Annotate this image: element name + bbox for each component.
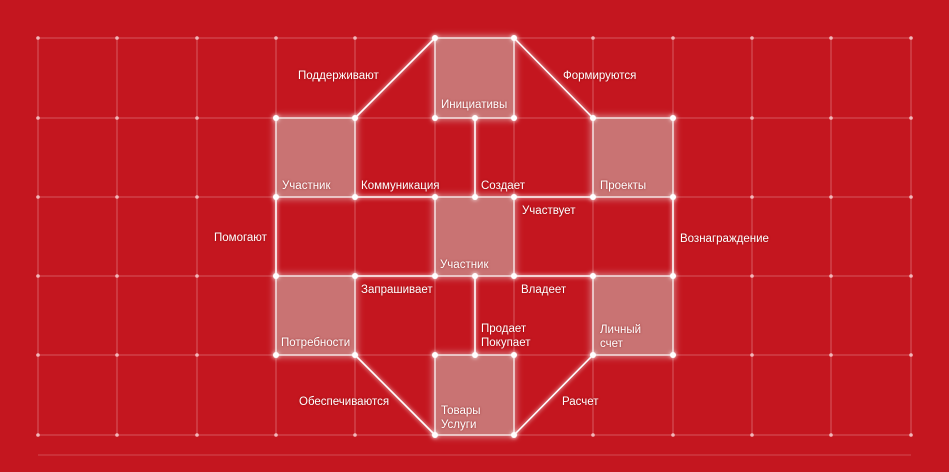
grid-dot (195, 195, 199, 199)
grid-dot (671, 36, 675, 40)
box-label-initiatives: Инициативы (441, 99, 508, 111)
grid-dot (115, 195, 119, 199)
grid-dot (829, 353, 833, 357)
grid-dot (750, 36, 754, 40)
grid-dot (591, 36, 595, 40)
box-projects (592, 117, 674, 198)
box-label-goods-services: Товары Услуги (441, 405, 481, 431)
grid-dot (909, 36, 913, 40)
grid-dot (274, 36, 278, 40)
grid-dot (115, 274, 119, 278)
grid-dot (36, 195, 40, 199)
grid-dot (829, 433, 833, 437)
grid-dot (750, 274, 754, 278)
box-participant-left (275, 117, 356, 198)
grid-dot (195, 36, 199, 40)
relation-communication: Коммуникация (361, 180, 440, 192)
node-points (273, 35, 676, 438)
grid-dot (829, 36, 833, 40)
grid-dot (353, 433, 357, 437)
box-label-participant-center: Участник (440, 259, 489, 271)
grid-dot (36, 116, 40, 120)
grid-dot (829, 195, 833, 199)
grid-dot (36, 274, 40, 278)
grid-dot (195, 433, 199, 437)
relation-settlement: Расчет (562, 396, 599, 408)
grid-dot (36, 36, 40, 40)
relation-requests: Запрашивает (361, 284, 433, 296)
grid-dot (909, 116, 913, 120)
box-participant-center (434, 196, 515, 277)
box-needs (275, 275, 356, 356)
relation-owns: Владеет (521, 284, 567, 296)
grid-dot (36, 433, 40, 437)
grid-dot (829, 274, 833, 278)
grid-dot (750, 116, 754, 120)
relation-provided: Обеспечиваются (299, 396, 390, 408)
grid-dot (909, 433, 913, 437)
connections (275, 37, 674, 436)
relation-reward: Вознаграждение (680, 233, 769, 245)
relation-participates: Участвует (522, 205, 576, 217)
box-goods-services (434, 354, 515, 436)
grid-dot (195, 116, 199, 120)
grid-dot (591, 433, 595, 437)
grid-dot (115, 36, 119, 40)
box-personal-account (592, 275, 674, 356)
grid-dot (115, 116, 119, 120)
grid-dot (909, 195, 913, 199)
box-label-needs: Потребности (281, 337, 351, 349)
grid-dot (909, 274, 913, 278)
grid-dot (671, 433, 675, 437)
grid-dot (750, 433, 754, 437)
box-label-projects: Проекты (600, 180, 647, 192)
relation-help: Помогают (214, 232, 267, 244)
boxes (275, 37, 674, 436)
box-label-personal-account: Личный счет (600, 324, 642, 350)
box-initiatives (434, 37, 515, 119)
grid-dot (195, 274, 199, 278)
grid-dot (353, 36, 357, 40)
relation-support: Поддерживают (298, 70, 379, 82)
grid-dot (829, 116, 833, 120)
relation-sells-buys: Продает Покупает (481, 323, 531, 349)
grid-dot (195, 353, 199, 357)
grid-dot (36, 353, 40, 357)
grid-dots (36, 36, 913, 437)
relation-creates: Создает (481, 180, 525, 192)
box-label-participant-left: Участник (282, 180, 331, 192)
grid-dot (274, 433, 278, 437)
grid-dot (115, 353, 119, 357)
grid-dot (115, 433, 119, 437)
relation-formed: Формируются (563, 70, 637, 82)
grid-dot (909, 353, 913, 357)
grid-dot (750, 353, 754, 357)
grid-dot (750, 195, 754, 199)
